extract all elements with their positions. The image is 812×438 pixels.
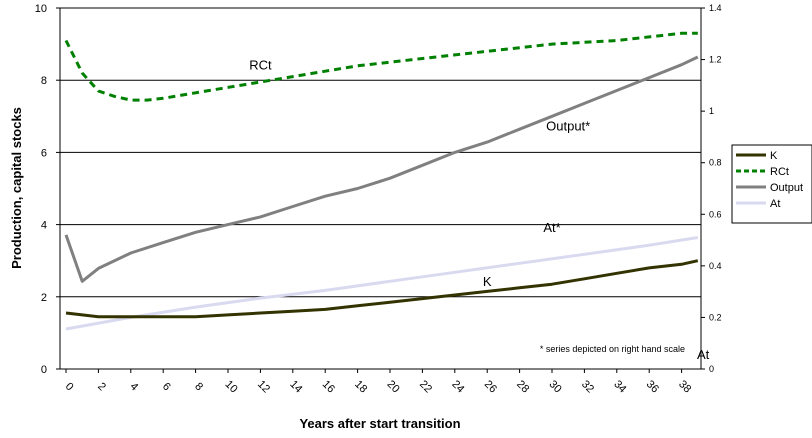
series-annotation: At* <box>543 220 560 235</box>
right-tick-label: 1.4 <box>709 3 722 13</box>
right-axis-title: At <box>697 347 710 362</box>
left-tick-label: 4 <box>41 220 47 232</box>
y-axis-title: Production, capital stocks <box>9 107 24 269</box>
series-annotation: RCt <box>249 57 272 72</box>
x-tick-label: 26 <box>482 378 499 395</box>
x-axis-title: Years after start transition <box>299 416 460 431</box>
x-tick-label: 38 <box>676 378 693 395</box>
right-axis-ticks: 0 0.2 0.4 0.6 0.8 1 1.2 1.4 <box>701 3 722 374</box>
right-tick-label: 1 <box>709 106 714 116</box>
footnote: * series depicted on right hand scale <box>540 344 685 354</box>
grid-lines <box>60 79 701 298</box>
series-lines <box>64 31 699 331</box>
x-tick-label: 2 <box>95 380 108 393</box>
right-tick-label: 0.2 <box>709 312 722 322</box>
series-annotations: RCt Output* At* K <box>249 57 590 289</box>
legend-label: Output <box>770 182 803 194</box>
x-tick-label: 36 <box>644 378 661 395</box>
right-tick-label: 0.6 <box>709 209 722 219</box>
left-tick-label: 8 <box>41 75 47 87</box>
plot-area-frame <box>59 7 702 370</box>
x-tick-label: 10 <box>223 378 240 395</box>
x-tick-label: 12 <box>255 378 272 395</box>
right-tick-label: 1.2 <box>709 55 722 65</box>
x-tick-label: 8 <box>192 380 205 393</box>
x-tick-label: 32 <box>579 378 596 395</box>
legend-label: At <box>770 198 780 210</box>
right-tick-label: 0.4 <box>709 261 722 271</box>
series-line-rct <box>64 31 698 102</box>
legend-label: K <box>770 150 778 162</box>
x-tick-label: 20 <box>385 378 402 395</box>
series-annotation: K <box>483 274 492 289</box>
x-tick-label: 16 <box>320 378 337 395</box>
x-tick-label: 22 <box>417 378 434 395</box>
legend-box <box>731 144 812 224</box>
legend: K RCt Output At <box>731 144 812 224</box>
series-annotation: Output* <box>546 119 590 134</box>
x-tick-label: 14 <box>287 378 304 395</box>
left-axis-ticks: 0 2 4 6 8 10 <box>35 3 60 376</box>
x-tick-label: 4 <box>128 380 141 393</box>
x-tick-label: 0 <box>63 380 76 393</box>
left-tick-label: 6 <box>41 147 47 159</box>
x-tick-label: 30 <box>547 378 564 395</box>
series-line-k <box>65 259 699 319</box>
series-line-output <box>64 55 699 283</box>
left-tick-label: 2 <box>41 292 47 304</box>
left-tick-label: 10 <box>35 3 47 15</box>
x-tick-label: 28 <box>514 378 531 395</box>
left-tick-label: 0 <box>41 364 47 376</box>
legend-label: RCt <box>770 166 789 178</box>
series-line-at <box>65 236 699 331</box>
right-tick-label: 0 <box>709 364 714 374</box>
right-tick-label: 0.8 <box>709 158 722 168</box>
x-tick-label: 34 <box>611 378 628 395</box>
x-tick-label: 18 <box>352 378 369 395</box>
x-tick-label: 6 <box>160 380 173 393</box>
x-axis-ticks: 0 2 4 6 8 10 12 14 16 18 20 22 24 26 28 30 32 34 36 38 <box>63 369 693 395</box>
x-tick-label: 24 <box>449 378 466 395</box>
